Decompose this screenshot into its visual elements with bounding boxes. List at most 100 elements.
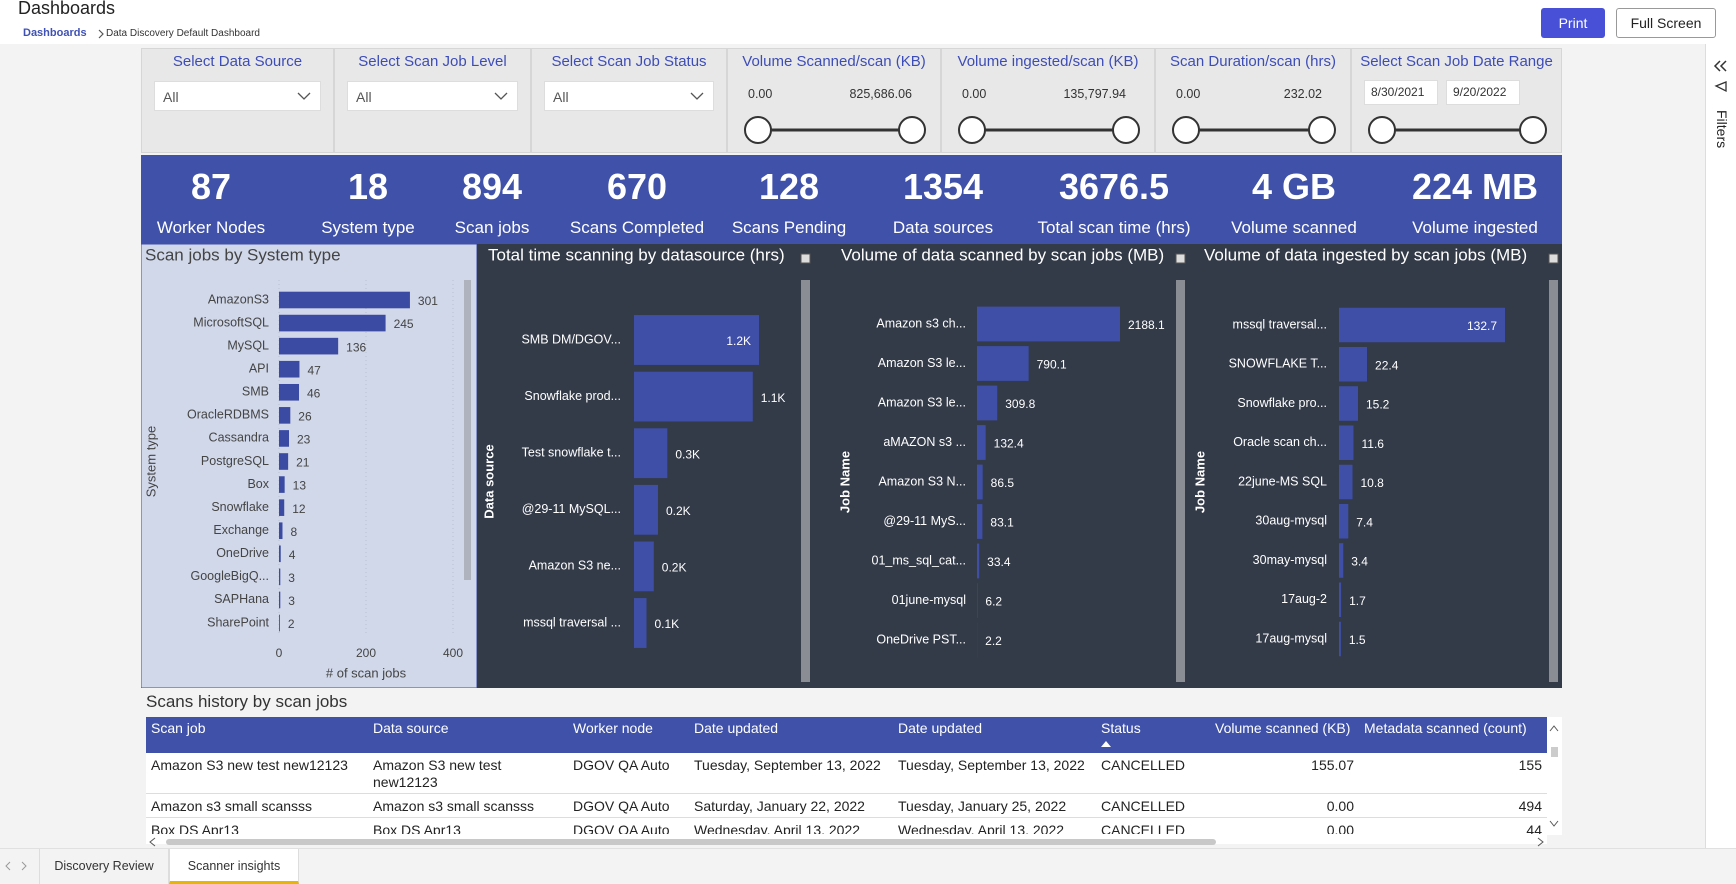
bar	[977, 425, 986, 460]
kpi-label: Scans Pending	[731, 218, 847, 237]
range-slider[interactable]	[728, 110, 942, 150]
bar	[279, 314, 386, 332]
table-cell: Amazon s3 small scansss	[368, 793, 568, 818]
page-tab[interactable]: Scanner insights	[169, 849, 299, 884]
bar	[1339, 464, 1353, 500]
page-tab[interactable]: Discovery Review	[39, 849, 169, 884]
dropdown[interactable]: All	[544, 81, 714, 111]
y-tick-label: Cassandra	[209, 431, 269, 445]
kpi-value: 894	[461, 166, 523, 207]
dropdown[interactable]: All	[347, 81, 518, 111]
breadcrumb-link[interactable]: Dashboards	[23, 27, 87, 39]
data-label: 22.4	[1375, 358, 1399, 372]
data-label: 7.4	[1356, 515, 1373, 529]
column-header[interactable]: Volume scanned (KB)	[1210, 717, 1359, 753]
scroll-icons	[1549, 725, 1559, 827]
scrollbar-button	[800, 253, 811, 264]
filter-label: Scan Duration/scan (hrs)	[1170, 53, 1336, 70]
y-tick-label: Amazon S3 ne...	[529, 559, 621, 573]
table-cell: Saturday, January 22, 2022	[689, 793, 893, 818]
column-header[interactable]: Data source	[368, 717, 568, 753]
y-tick-label: @29-11 MyS...	[883, 514, 966, 528]
bar	[1339, 425, 1354, 461]
y-tick-label: 17aug-mysql	[1255, 631, 1327, 645]
data-label: 13	[293, 479, 307, 493]
y-tick-label: Oracle scan ch...	[1233, 435, 1327, 449]
y-tick-label: Box	[247, 477, 269, 491]
print-button[interactable]: Print	[1541, 8, 1605, 38]
sort-indicator	[1101, 741, 1111, 747]
bar	[279, 453, 289, 470]
y-tick-label: Snowflake	[211, 500, 269, 514]
bar	[279, 545, 281, 563]
table-cell: 494	[1359, 793, 1547, 818]
table-cell: Tuesday, September 13, 2022	[689, 753, 893, 794]
table-cell: Amazon S3 new test new12123	[146, 753, 368, 794]
bar	[279, 568, 281, 586]
slider-handle[interactable]	[958, 116, 986, 144]
x-tick-label: 200	[356, 646, 376, 660]
y-tick-label: Amazon S3 N...	[878, 474, 966, 488]
kpi-label: Data sources	[892, 218, 994, 237]
tab-nav[interactable]	[2, 860, 32, 872]
date-input[interactable]: 9/20/2022	[1446, 80, 1520, 105]
bar	[634, 484, 658, 535]
data-label: 2	[288, 617, 295, 631]
y-tick-label: AmazonS3	[208, 292, 269, 306]
full-screen-button[interactable]: Full Screen	[1616, 8, 1716, 38]
column-header[interactable]: Date updated	[689, 717, 893, 753]
range-slider[interactable]	[1352, 110, 1563, 150]
column-header[interactable]: Worker node	[568, 717, 689, 753]
y-tick-label: SNOWFLAKE T...	[1229, 357, 1327, 371]
bar	[977, 306, 1120, 342]
data-label: 245	[394, 317, 414, 331]
table-cell: DGOV QA Auto	[568, 753, 689, 794]
range-slider[interactable]	[1156, 110, 1352, 150]
header-row: Scan job Data source Worker node Date updat…	[146, 717, 1547, 753]
column-header[interactable]: Date updated	[893, 717, 1096, 753]
slider-handle[interactable]	[744, 116, 772, 144]
y-tick-label: @29-11 MySQL...	[522, 502, 621, 516]
data-label: 23	[297, 433, 311, 447]
column-header[interactable]: Status	[1096, 717, 1210, 753]
bar	[977, 464, 983, 500]
dropdown[interactable]: All	[154, 81, 321, 111]
kpi-label: Volume ingested	[1412, 218, 1538, 237]
data-label: 1.1K	[761, 391, 786, 405]
column-header[interactable]: Metadata scanned (count)	[1359, 717, 1547, 753]
slider-handle[interactable]	[1308, 116, 1336, 144]
slider-handle[interactable]	[1519, 116, 1547, 144]
bar	[279, 430, 290, 447]
filters-pane-toggle[interactable]: Filters	[1710, 110, 1732, 170]
side-icons[interactable]	[1712, 58, 1732, 98]
bar	[634, 315, 759, 365]
bar	[279, 614, 280, 632]
kpi-value: 670	[606, 166, 668, 207]
slider-handle[interactable]	[898, 116, 926, 144]
dropdown-value: All	[553, 89, 569, 105]
data-label: 3	[288, 594, 295, 608]
chart-title: Total time scanning by datasource (hrs)	[488, 245, 785, 264]
kpi-label: Volume scanned	[1231, 218, 1357, 237]
column-header[interactable]: Scan job	[146, 717, 368, 753]
filter-cell: Volume ingested/scan (KB) 0.00 135,797.94	[941, 48, 1155, 153]
data-label: 83.1	[990, 516, 1014, 530]
date-input[interactable]: 8/30/2021	[1364, 80, 1438, 105]
range-slider[interactable]	[942, 110, 1156, 150]
slider-handle[interactable]	[1368, 116, 1396, 144]
filter-label: Select Scan Job Status	[551, 53, 707, 70]
data-label: 47	[307, 363, 321, 377]
scrollbar-thumb	[464, 280, 471, 580]
y-tick-label: 30may-mysql	[1253, 553, 1327, 567]
dropdown-value: All	[163, 89, 179, 105]
table-cell: 44	[1359, 817, 1547, 835]
bar	[634, 428, 668, 479]
table-hscroll[interactable]	[146, 834, 1547, 847]
slider-handle[interactable]	[1172, 116, 1200, 144]
y-tick-label: Exchange	[213, 523, 269, 537]
filter-cell: Volume Scanned/scan (KB) 0.00 825,686.06	[727, 48, 941, 153]
slider-handle[interactable]	[1112, 116, 1140, 144]
table-vscroll[interactable]	[1547, 717, 1562, 835]
filter-label: Select Data Source	[172, 53, 303, 70]
y-tick-label: aMAZON s3 ...	[883, 435, 966, 449]
